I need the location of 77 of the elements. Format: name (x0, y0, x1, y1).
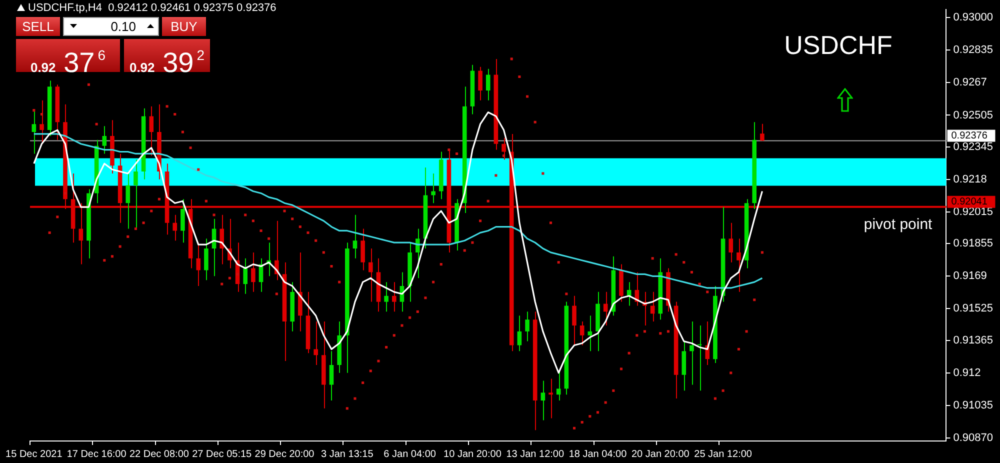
y-tick-label: 0.91365 (953, 334, 994, 346)
candlestick (486, 68, 490, 101)
y-tick-label: 0.92835 (953, 44, 994, 56)
candlestick (360, 228, 365, 271)
y-tick-label: 0.92015 (953, 206, 994, 218)
candlestick (502, 137, 506, 160)
y-tick-label: 0.92505 (953, 109, 994, 122)
x-tick-label: 18 Jan 04:00 (568, 448, 628, 460)
candlestick (329, 350, 334, 402)
x-tick-label: 3 Jan 13:15 (321, 448, 374, 460)
x-tick-label: 25 Jan 12:00 (694, 448, 752, 460)
candlestick (149, 106, 154, 156)
ref-line-label: 0.92376 (951, 130, 988, 142)
text: USDCHF (784, 30, 892, 60)
y-tick-label: 0.92345 (953, 140, 994, 153)
annotation: BUY (162, 17, 206, 36)
candlestick (384, 282, 388, 312)
x-tick-label: 15 Dec 2021 (6, 448, 63, 460)
y-tick-label: 0.912 (953, 366, 981, 379)
x-tick-label: 22 Dec 08:00 (129, 448, 190, 460)
y-tick-label: 0.9267 (953, 76, 987, 89)
x-tick-label: 27 Dec 05:15 (192, 448, 252, 460)
candlestick (368, 248, 373, 302)
candlestick (172, 214, 178, 242)
candlestick (134, 159, 138, 230)
candlestick (548, 378, 553, 419)
y-tick-label: 0.91525 (953, 302, 994, 315)
annotation: 0.92 39$^{2}$ (129, 47, 205, 78)
candlestick (415, 228, 420, 279)
chart-subtitle: USDCHF.tp,H4 0.92412 0.92461 0.92375 0.92376 (28, 2, 276, 14)
y-tick-label: 0.9169 (953, 270, 987, 282)
candlestick (478, 66, 482, 101)
candlestick (697, 325, 702, 392)
candlestick (728, 222, 734, 263)
x-tick-label: 29 Dec 20:00 (254, 448, 315, 460)
annotation: 0.10 (63, 17, 159, 36)
candlestick (760, 123, 764, 142)
candlestick (392, 282, 396, 312)
candlestick (431, 172, 436, 204)
candlestick (525, 311, 530, 342)
candlestick (556, 370, 561, 402)
candlestick (517, 315, 522, 352)
annotation: 0.92 37$^{6}$ (30, 47, 106, 78)
y-tick-label: 0.93000 (953, 12, 994, 24)
candlestick (540, 380, 546, 421)
candlestick (126, 171, 130, 230)
x-tick-label: 20 Jan 20:00 (631, 448, 690, 460)
x-tick-label: 13 Jan 12:00 (506, 448, 564, 460)
x-tick-label: 6 Jan 04:00 (384, 448, 436, 460)
candlestick (204, 238, 208, 281)
x-tick-label: 17 Dec 16:00 (66, 448, 127, 460)
x-tick-label: 10 Jan 20:00 (444, 448, 502, 460)
candlestick (736, 238, 741, 292)
candlestick (314, 321, 318, 366)
candlestick (580, 321, 584, 346)
y-tick-label: 0.90870 (953, 432, 994, 444)
candlestick (40, 100, 44, 144)
candlestick (588, 315, 592, 352)
y-tick-label: 0.9218 (953, 173, 987, 186)
candlestick (180, 198, 185, 244)
candlestick (102, 126, 107, 154)
candlestick (243, 258, 248, 294)
candlestick (251, 252, 256, 292)
annotation: SELL (16, 17, 60, 36)
candlestick (196, 242, 201, 287)
candlestick (572, 295, 576, 346)
annotation: pivot point (864, 216, 934, 233)
ref-line-label: 0.92041 (951, 196, 988, 208)
candlestick (78, 202, 84, 265)
candlestick (32, 110, 36, 154)
candlestick (682, 340, 686, 392)
y-tick-label: 0.91035 (953, 399, 994, 412)
candlestick (352, 214, 358, 259)
candlestick (690, 321, 694, 386)
candlestick (220, 214, 224, 265)
y-tick-label: 0.91855 (953, 238, 994, 250)
candlestick (298, 252, 302, 332)
